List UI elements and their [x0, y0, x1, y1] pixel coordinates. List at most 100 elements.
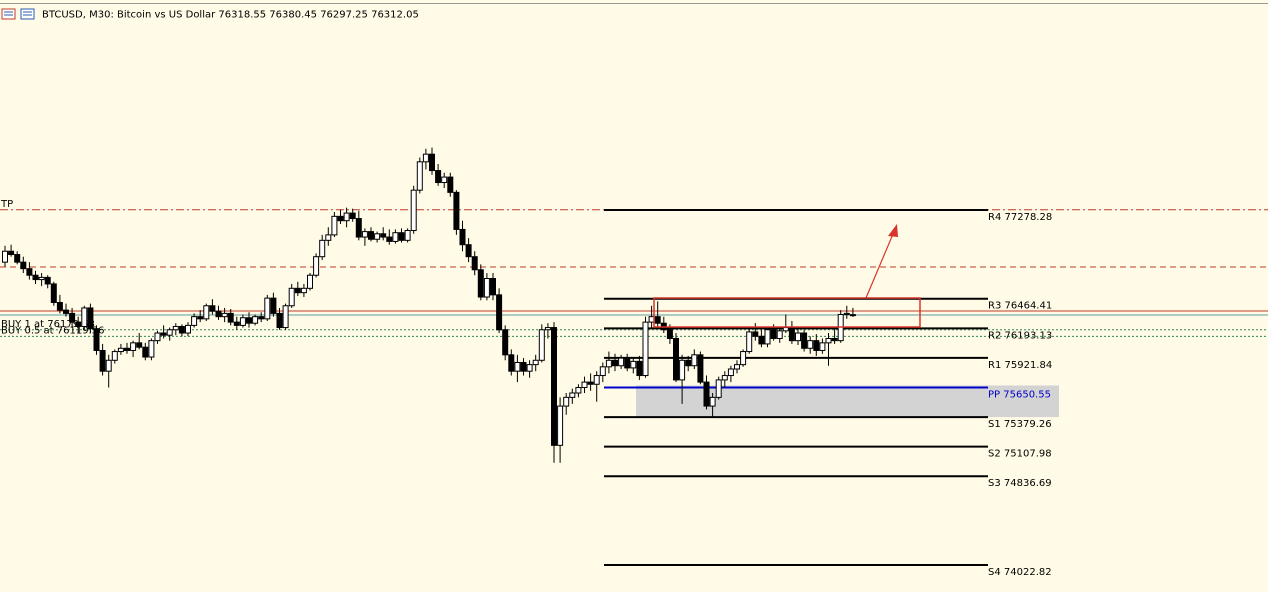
candle-body	[32, 274, 39, 281]
candle-body	[788, 327, 795, 342]
candle-body	[215, 310, 222, 318]
candle-body	[807, 340, 814, 349]
menu-icon[interactable]	[1, 8, 35, 20]
candle-body	[422, 153, 429, 163]
candle-body	[319, 239, 326, 258]
candle-body	[465, 244, 472, 258]
candle-body	[581, 381, 588, 389]
pivot-value: 74836.69	[1004, 478, 1052, 489]
candle-body	[496, 294, 503, 331]
candle-body	[63, 309, 69, 314]
candle-body	[99, 349, 106, 372]
candle-body	[843, 312, 850, 315]
candle-body	[453, 191, 460, 230]
candle-body	[709, 396, 716, 407]
candle-body	[679, 359, 686, 381]
candle-body	[819, 342, 826, 351]
order-label: BUY 0.5 at 76119.56	[1, 325, 105, 336]
candle-body	[618, 357, 625, 367]
pivot-name: R2	[988, 330, 1001, 341]
candle-body	[520, 361, 527, 372]
pivot-label: S4 74022.82	[988, 567, 1052, 578]
candle-body	[514, 361, 521, 372]
candle-body	[337, 215, 344, 222]
pivot-value: 75921.84	[1005, 360, 1053, 371]
candle-body	[20, 261, 27, 270]
candle-body	[282, 305, 289, 329]
candle-body	[404, 230, 411, 241]
candle-body	[849, 314, 856, 317]
pivot-value: 77278.28	[1005, 212, 1053, 223]
order-label: TP	[0, 199, 13, 210]
candle-body	[392, 232, 399, 242]
candle-body	[233, 321, 240, 326]
candle-body	[825, 337, 832, 344]
candle-body	[831, 337, 838, 342]
candle-body	[124, 347, 130, 351]
candle-body	[50, 283, 57, 303]
candle-body	[386, 236, 393, 242]
candle-body	[575, 387, 582, 394]
pivot-label: S1 75379.26	[988, 419, 1052, 430]
pivot-name: R3	[988, 301, 1001, 312]
candle-body	[435, 170, 442, 184]
candle-body	[624, 357, 631, 369]
candle-body	[569, 392, 576, 398]
candle-body	[75, 321, 82, 327]
candle-body	[734, 364, 740, 370]
pivot-name: R1	[988, 360, 1001, 371]
candle-body	[697, 354, 704, 383]
pivot-name: S2	[988, 449, 1001, 460]
candle-body	[429, 153, 435, 172]
candle-body	[795, 332, 801, 342]
candle-body	[673, 337, 679, 381]
candle-body	[307, 274, 313, 289]
pivot-label: S3 74836.69	[988, 478, 1052, 489]
candle-body	[551, 327, 557, 446]
pivot-name: S1	[988, 419, 1001, 430]
candle-body	[300, 287, 307, 294]
candle-body	[380, 233, 387, 238]
pivot-value: 76464.41	[1005, 301, 1053, 312]
pivot-value: 75107.98	[1004, 449, 1052, 460]
order-label: BUY 1 at 76179.63	[1, 319, 95, 330]
candle-body	[166, 329, 173, 336]
candle-body	[459, 228, 466, 246]
candle-body	[258, 316, 265, 320]
pivot-value: 75379.26	[1004, 419, 1052, 430]
candle-body	[477, 269, 484, 298]
pivot-label: S2 75107.98	[988, 449, 1052, 460]
candle-body	[288, 287, 295, 307]
candle-body	[398, 232, 405, 241]
candle-body	[746, 331, 753, 353]
candle-body	[246, 317, 252, 324]
candle-body	[630, 360, 637, 369]
pivot-name: S4	[988, 567, 1001, 578]
candle-body	[526, 364, 533, 372]
candle-body	[752, 331, 759, 337]
candle-body	[355, 218, 362, 238]
candle-body	[563, 396, 570, 407]
pivot-value: 74022.82	[1004, 567, 1052, 578]
candle-body	[136, 342, 143, 348]
candle-body	[349, 212, 356, 220]
candle-body	[142, 346, 149, 358]
candle-body	[813, 340, 820, 351]
arrow-head	[888, 224, 898, 237]
candle-body	[490, 277, 496, 296]
candle-body	[44, 276, 51, 285]
candle-body	[758, 335, 765, 345]
candle-body	[209, 305, 216, 312]
candle-body	[294, 287, 301, 294]
candle-body	[776, 330, 783, 339]
candle-body	[105, 359, 112, 372]
candle-body	[270, 297, 277, 314]
candle-body	[81, 307, 88, 327]
candle-body	[721, 375, 728, 381]
candle-body	[508, 354, 515, 372]
candle-body	[203, 305, 210, 320]
candle-body	[154, 332, 161, 342]
